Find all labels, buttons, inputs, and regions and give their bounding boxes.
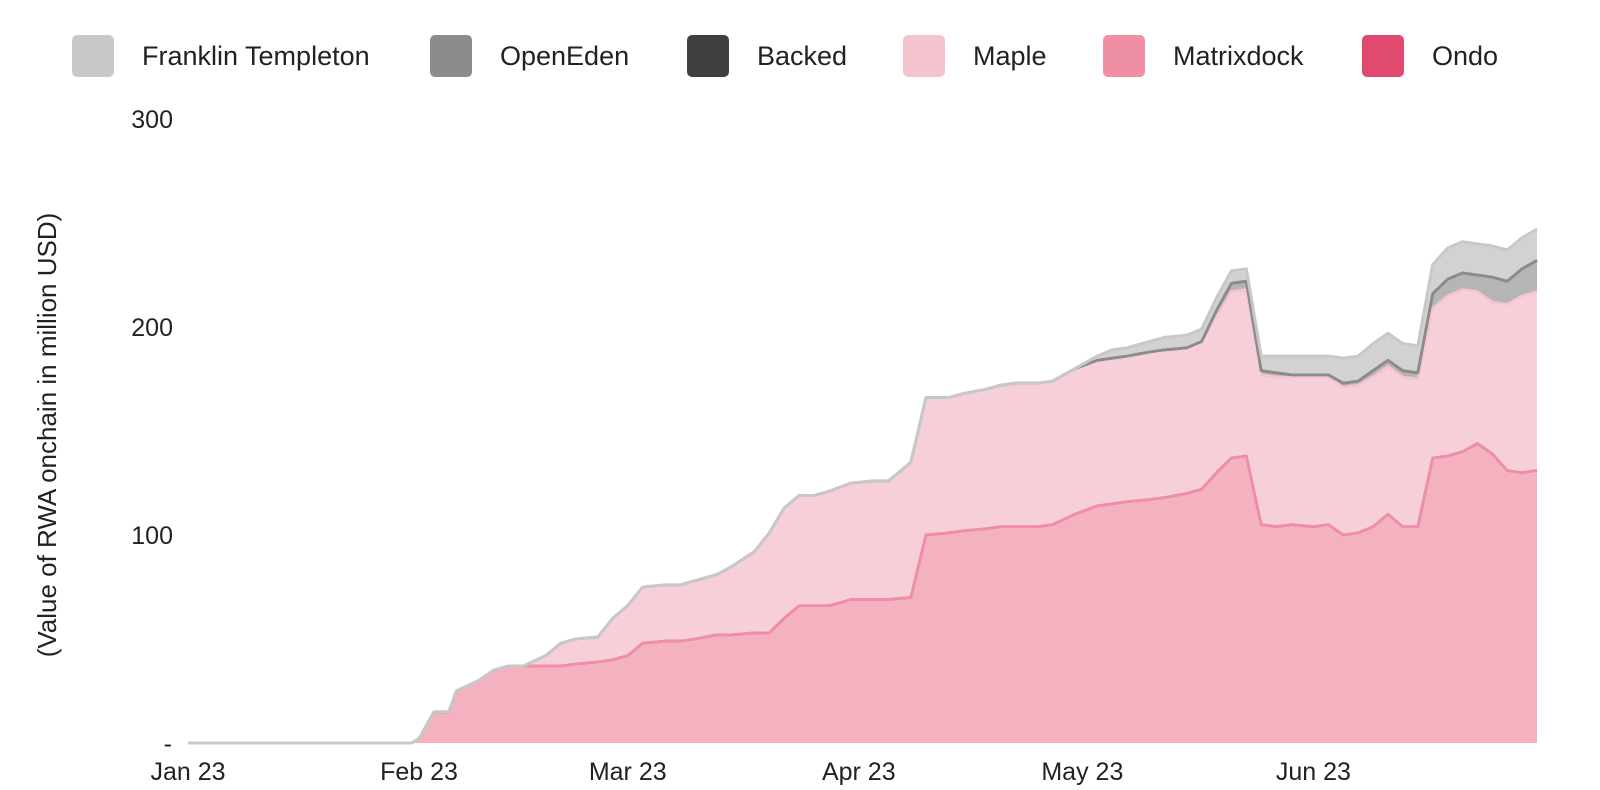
- legend-item-franklin-templeton: Franklin Templeton: [72, 35, 370, 77]
- series-lines: [188, 227, 1538, 745]
- stacked-areas: [188, 229, 1537, 743]
- legend-label-backed: Backed: [757, 41, 847, 71]
- y-tick-label: 100: [131, 522, 173, 550]
- legend-swatch-franklin-templeton: [72, 35, 114, 77]
- x-tick-label: Feb 23: [380, 758, 458, 786]
- legend-item-matrixdock: Matrixdock: [1103, 35, 1304, 77]
- legend-label-franklin-templeton: Franklin Templeton: [142, 41, 370, 71]
- area-maple: [188, 289, 1537, 743]
- line-franklin-templeton: [188, 227, 1538, 745]
- y-tick-label: 300: [131, 106, 173, 134]
- legend-swatch-backed: [687, 35, 729, 77]
- x-tick-label: May 23: [1041, 758, 1123, 786]
- legend-swatch-ondo: [1362, 35, 1404, 77]
- x-tick-label: Apr 23: [822, 758, 896, 786]
- area-ondo: [188, 443, 1537, 743]
- legend-item-ondo: Ondo: [1362, 35, 1498, 77]
- x-tick-label: Mar 23: [589, 758, 667, 786]
- legend-item-maple: Maple: [903, 35, 1047, 77]
- legend-swatch-openeden: [430, 35, 472, 77]
- legend: Franklin Templeton OpenEden Backed Maple Mat…: [72, 35, 1498, 77]
- legend-swatch-maple: [903, 35, 945, 77]
- y-axis-title: (Value of RWA onchain in million USD): [32, 213, 62, 658]
- legend-label-maple: Maple: [973, 41, 1047, 71]
- y-tick-label: -: [164, 730, 172, 758]
- x-axis-ticks: Jan 23 Feb 23 Mar 23 Apr 23 May 23 Jun 23: [150, 758, 1350, 786]
- legend-item-backed: Backed: [687, 35, 847, 77]
- line-matrixdock: [188, 442, 1538, 745]
- legend-item-openeden: OpenEden: [430, 35, 629, 77]
- legend-label-openeden: OpenEden: [500, 41, 629, 71]
- x-tick-label: Jan 23: [150, 758, 225, 786]
- legend-label-matrixdock: Matrixdock: [1173, 41, 1304, 71]
- x-tick-label: Jun 23: [1276, 758, 1351, 786]
- legend-swatch-matrixdock: [1103, 35, 1145, 77]
- y-tick-label: 200: [131, 314, 173, 342]
- y-axis-ticks: - 100 200 300: [131, 106, 173, 758]
- legend-label-ondo: Ondo: [1432, 41, 1498, 71]
